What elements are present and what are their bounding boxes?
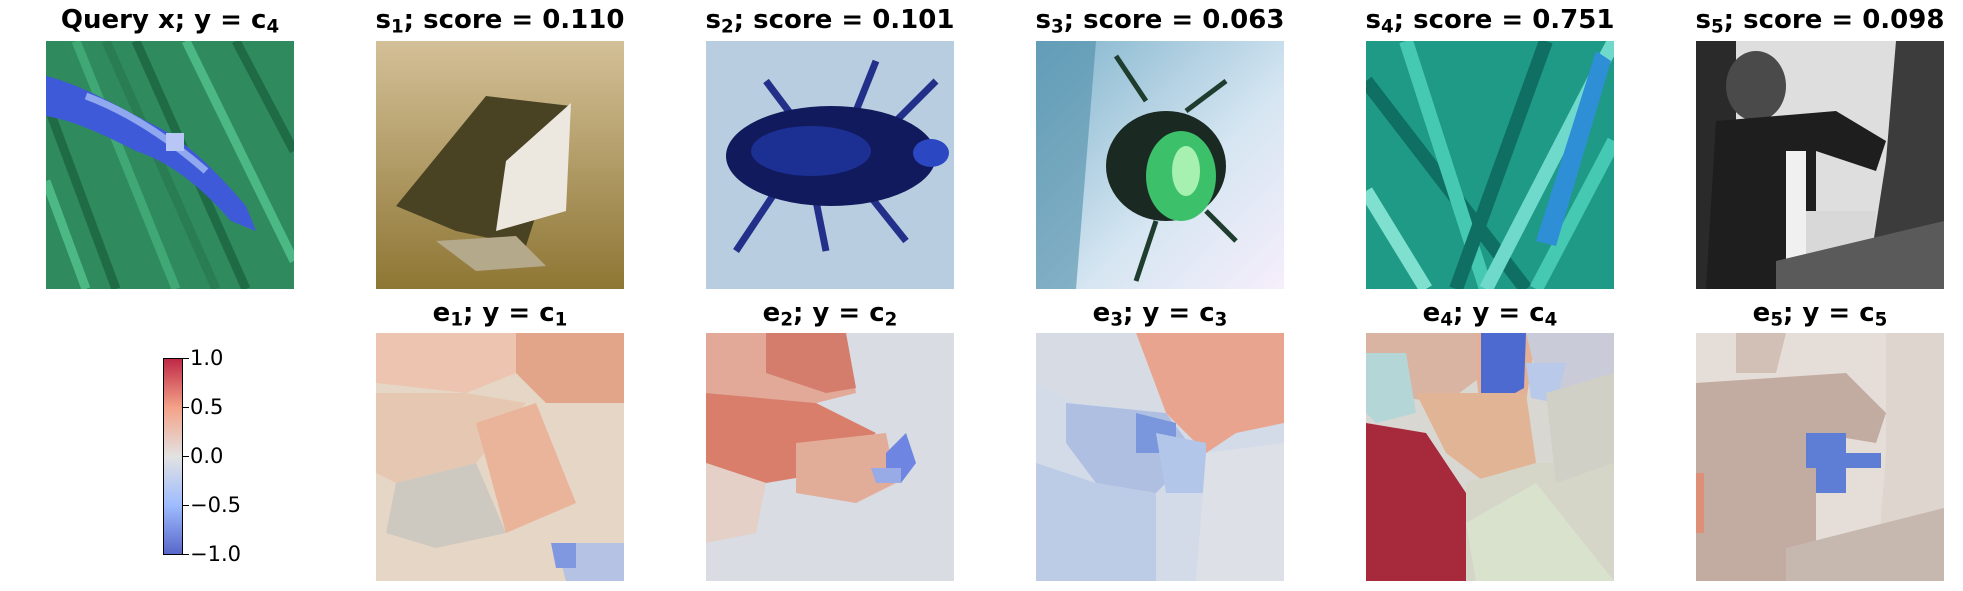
support-image-5 bbox=[1696, 41, 1944, 289]
support-image-4 bbox=[1366, 41, 1614, 289]
colorbar-label-3: 0.0 bbox=[190, 444, 224, 468]
colorbar-tick-4 bbox=[183, 505, 189, 506]
query-title: Query x; y = c4 bbox=[60, 5, 280, 38]
explanation-map-2 bbox=[706, 333, 954, 581]
explanation-map-4 bbox=[1366, 333, 1614, 581]
support-image-3 bbox=[1036, 41, 1284, 289]
explanation-title-1: e1; y = c1 bbox=[432, 298, 568, 331]
explanation-map-5 bbox=[1696, 333, 1944, 581]
colorbar-label-2: 0.5 bbox=[190, 395, 224, 419]
support-title-2: s2; score = 0.101 bbox=[705, 5, 955, 38]
explanation-map-1 bbox=[376, 333, 624, 581]
colorbar-tick-2 bbox=[183, 407, 189, 408]
support-title-3: s3; score = 0.063 bbox=[1035, 5, 1285, 38]
query-image bbox=[46, 41, 294, 289]
colorbar bbox=[163, 358, 183, 555]
colorbar-tick-1 bbox=[183, 358, 189, 359]
explanation-title-5: e5; y = c5 bbox=[1752, 298, 1888, 331]
explanation-title-2: e2; y = c2 bbox=[762, 298, 898, 331]
support-title-4: s4; score = 0.751 bbox=[1365, 5, 1615, 38]
support-image-2 bbox=[706, 41, 954, 289]
colorbar-tick-5 bbox=[183, 554, 189, 555]
colorbar-label-5: −1.0 bbox=[190, 542, 241, 566]
colorbar-label-1: 1.0 bbox=[190, 346, 224, 370]
support-title-5: s5; score = 0.098 bbox=[1695, 5, 1945, 38]
support-title-1: s1; score = 0.110 bbox=[375, 5, 625, 38]
support-image-1 bbox=[376, 41, 624, 289]
explanation-title-4: e4; y = c4 bbox=[1422, 298, 1558, 331]
explanation-map-3 bbox=[1036, 333, 1284, 581]
colorbar-label-4: −0.5 bbox=[190, 493, 241, 517]
explanation-title-3: e3; y = c3 bbox=[1092, 298, 1228, 331]
colorbar-tick-3 bbox=[183, 456, 189, 457]
